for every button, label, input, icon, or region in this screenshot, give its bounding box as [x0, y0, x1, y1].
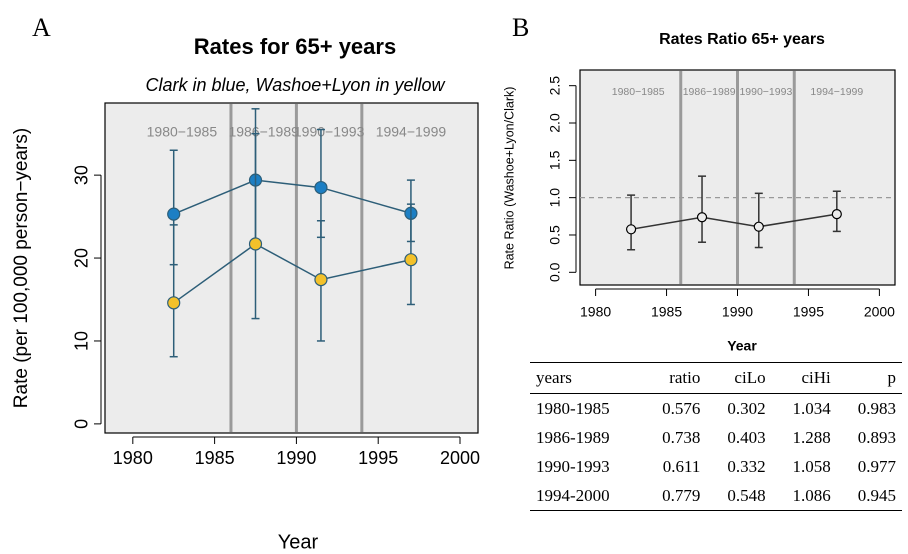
y-axis-label: Rate (per 100,000 person−years)	[11, 128, 32, 408]
series-line	[173, 243, 412, 304]
table-cell: 0.738	[662, 427, 701, 447]
period-label: 1994−1999	[376, 124, 447, 140]
x-axis-label: Year	[278, 531, 319, 553]
chart-subtitle: Clark in blue, Washoe+Lyon in yellow	[145, 75, 445, 95]
x-tick-label: 1980	[580, 304, 611, 320]
series-line	[173, 179, 412, 215]
table-cell: 0.611	[662, 456, 701, 476]
table-cell: 1986-1989	[536, 427, 610, 447]
point	[314, 273, 328, 287]
point	[625, 224, 637, 235]
column-header: years	[530, 362, 642, 394]
y-tick-label: 0	[72, 419, 92, 429]
x-tick-label: 1995	[358, 448, 398, 468]
x-tick-label: 1985	[195, 448, 235, 468]
point	[753, 221, 764, 232]
table-cell: 1994-2000	[536, 485, 610, 505]
table-row: 1986-1989 0.738 0.403 1.288 0.893	[530, 423, 902, 452]
column-header: ciLo	[706, 362, 772, 394]
chart-title: Rates for 65+ years	[194, 34, 396, 59]
point	[248, 237, 263, 251]
table-cell: 1.086	[792, 485, 831, 505]
column-header: ciHi	[771, 362, 837, 394]
chart-title: Rates Ratio 65+ years	[659, 31, 825, 48]
point	[831, 209, 842, 220]
y-tick-label: 1.0	[547, 188, 563, 208]
table-header: years ratio ciLo ciHi p	[530, 362, 902, 394]
table-cell: 1.288	[792, 427, 831, 447]
y-tick-label: 10	[72, 331, 92, 351]
y-tick-label: 0.5	[547, 225, 563, 245]
table-row: 1980-1985 0.576 0.302 1.034 0.983	[530, 394, 902, 424]
table-cell: 0.977	[857, 456, 896, 476]
table-cell: 1990-1993	[536, 456, 610, 476]
table-cell: 0.302	[727, 398, 766, 418]
table-cell: 0.779	[662, 485, 701, 505]
table-cell: 0.576	[662, 398, 701, 418]
x-tick-label: 2000	[864, 304, 895, 320]
table-cell: 1.058	[792, 456, 831, 476]
period-label: 1990−1993	[739, 86, 792, 98]
table-cell: 1980-1985	[536, 398, 610, 418]
y-tick-label: 1.5	[547, 150, 563, 170]
table-cell: 0.548	[727, 485, 766, 505]
period-label: 1990−1993	[294, 124, 365, 140]
point	[167, 296, 181, 310]
x-tick-label: 1985	[651, 304, 682, 320]
y-axis-label: Rate Ratio (Washoe+Lyon/Clark)	[502, 87, 516, 270]
period-label: 1986−1989	[683, 86, 736, 98]
x-tick-label: 2000	[440, 448, 480, 468]
y-tick-label: 0.0	[547, 262, 563, 282]
table-cell: 0.403	[727, 427, 766, 447]
y-tick-label: 2.5	[547, 76, 563, 96]
x-axis-label: Year	[727, 338, 757, 354]
period-label: 1980−1985	[612, 86, 665, 98]
point	[167, 207, 181, 221]
x-tick-label: 1995	[793, 304, 824, 320]
point	[696, 212, 708, 223]
table-row: 1990-1993 0.611 0.332 1.058 0.977	[530, 452, 902, 481]
table-cell: 1.034	[792, 398, 831, 418]
period-label: 1986−1989	[228, 124, 299, 140]
series-line	[630, 213, 837, 231]
y-tick-label: 20	[72, 248, 92, 268]
column-header: p	[836, 362, 902, 394]
panel-label: B	[512, 13, 529, 42]
table-cell: 0.893	[857, 427, 896, 447]
table-row: 1994-2000 0.779 0.548 1.086 0.945	[530, 481, 902, 511]
plot-area	[104, 102, 479, 434]
panel-label: A	[32, 13, 51, 42]
column-header: ratio	[641, 362, 707, 394]
table-body: 1980-1985 0.576 0.302 1.034 0.983 1986-1989 0.…	[530, 394, 902, 511]
x-tick-label: 1990	[276, 448, 316, 468]
table-cell: 0.332	[727, 456, 766, 476]
y-tick-label: 30	[72, 165, 92, 185]
point	[404, 253, 418, 267]
x-tick-label: 1980	[113, 448, 153, 468]
y-tick-label: 2.0	[547, 113, 563, 133]
table-cell: 0.945	[857, 485, 896, 505]
x-tick-label: 1990	[722, 304, 753, 320]
period-label: 1994−1999	[810, 86, 863, 98]
point	[314, 180, 328, 195]
ratio-table: years ratio ciLo ciHi p 1980-1985 0.576 0.302 1…	[530, 362, 902, 511]
period-label: 1980−1985	[147, 124, 218, 140]
table-cell: 0.983	[857, 398, 896, 418]
